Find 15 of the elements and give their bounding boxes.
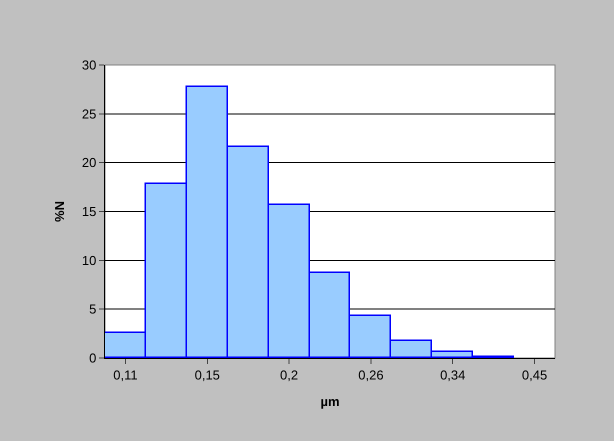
y-tick-label: 20 bbox=[82, 155, 96, 170]
x-axis-title: µm bbox=[320, 394, 340, 410]
y-tick-label: 30 bbox=[82, 58, 96, 73]
x-tick-label: 0,2 bbox=[280, 368, 298, 383]
y-tick-label: 10 bbox=[82, 252, 96, 268]
y-tick-label: 0 bbox=[89, 350, 96, 366]
x-tick-label: 0,34 bbox=[440, 368, 466, 383]
x-tick-label: 0,15 bbox=[194, 368, 220, 383]
x-tick-label: 0,26 bbox=[358, 368, 384, 383]
y-axis-title: %N bbox=[52, 201, 67, 222]
x-tick-label: 0,45 bbox=[522, 368, 548, 383]
y-tick-label: 15 bbox=[82, 204, 96, 220]
x-tick-label: 0,11 bbox=[113, 368, 138, 383]
y-tick-label: 25 bbox=[82, 106, 96, 122]
y-tick-label: 5 bbox=[89, 302, 96, 317]
